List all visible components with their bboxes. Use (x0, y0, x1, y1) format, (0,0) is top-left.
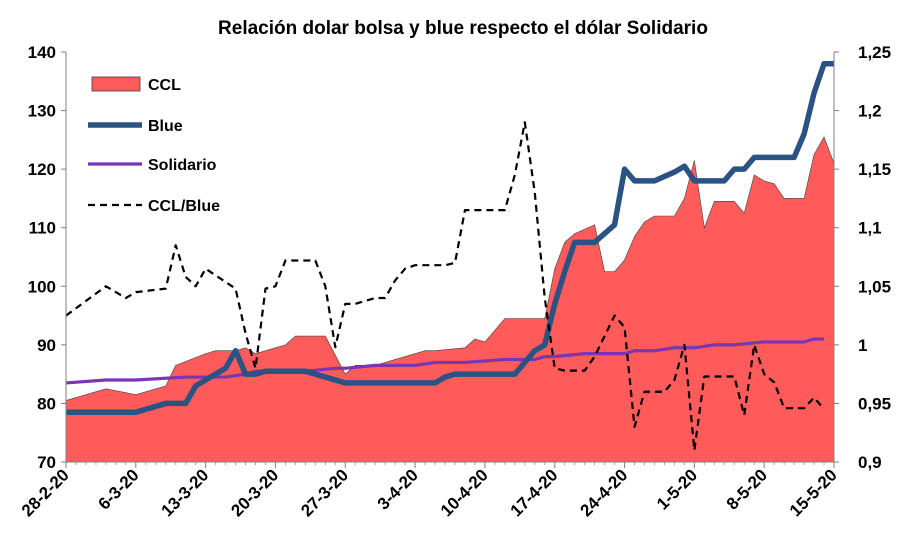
y-right-tick-label: 0,9 (858, 453, 882, 472)
y-left-tick-label: 100 (28, 277, 56, 296)
y-right-tick-label: 1,05 (858, 277, 891, 296)
x-tick-label: 27-3-20 (297, 465, 352, 520)
legend-label-ccl-blue: CCL/Blue (148, 198, 220, 215)
legend: CCL Blue Solidario CCL/Blue (88, 76, 220, 215)
y-left-tick-label: 70 (37, 453, 56, 472)
plot-area (65, 60, 835, 463)
y-right-tick-label: 1,25 (858, 43, 891, 62)
legend-swatch-ccl (91, 76, 141, 92)
chart-title: Relación dolar bolsa y blue respecto el … (218, 18, 708, 39)
series-line-ccl-blue (66, 121, 825, 452)
y-left-tick-label: 90 (37, 336, 56, 355)
y-right-tick-label: 1,1 (858, 219, 882, 238)
legend-label-blue: Blue (148, 118, 183, 135)
y-left-tick-label: 120 (28, 160, 56, 179)
x-tick-label: 3-4-20 (374, 465, 422, 513)
series-area-ccl (65, 136, 835, 463)
legend-label-solidario: Solidario (148, 157, 217, 174)
x-tick-label: 15-5-20 (786, 465, 841, 520)
y-right-tick-label: 1,2 (858, 102, 882, 121)
y-left-tick-label: 130 (28, 102, 56, 121)
x-tick-label: 24-4-20 (576, 465, 631, 520)
y-left-tick-label: 110 (29, 219, 56, 238)
x-tick-label: 6-3-20 (94, 465, 142, 513)
x-tick-label: 1-5-20 (653, 465, 701, 513)
y-right-tick-label: 0,95 (858, 394, 891, 413)
x-tick-label: 8-5-20 (723, 465, 771, 513)
x-tick-label: 28-2-20 (18, 465, 73, 520)
y-right-tick-label: 1,15 (858, 160, 891, 179)
legend-label-ccl: CCL (148, 77, 181, 94)
x-tick-label: 10-4-20 (437, 465, 492, 520)
y-left-tick-label: 80 (37, 394, 56, 413)
y-left-tick-label: 140 (28, 43, 56, 62)
x-tick-label: 13-3-20 (158, 465, 213, 520)
x-tick-label: 20-3-20 (227, 465, 282, 520)
x-tick-label: 17-4-20 (507, 465, 562, 520)
series-line-blue (66, 60, 834, 415)
y-right-tick-label: 1 (858, 336, 867, 355)
